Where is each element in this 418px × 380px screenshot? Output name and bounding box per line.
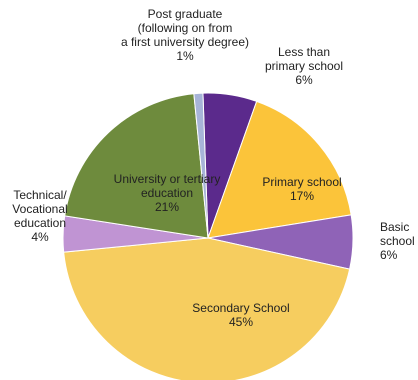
slice-label-line: 21% [155, 200, 179, 214]
slice-label-line: Technical/ [13, 188, 67, 202]
slice-label-line: University or tertiary [114, 172, 221, 186]
pie-labels: Less than primary school 6%Primary school 1… [12, 7, 414, 329]
slice-label-line: education [14, 216, 66, 230]
slice-label-line: 6% [380, 248, 398, 262]
pie-slice-post-graduate-following-on-from-a-first-university-degree [193, 92, 209, 239]
slice-label-post-graduate-following-on-from-a-first-university-degree: Post graduate (following on from a first u… [121, 7, 249, 63]
slice-label-line: Basic [380, 220, 409, 234]
pie-slice-university-or-tertiary-education [64, 93, 209, 239]
slice-label-less-than-primary-school: Less than primary school 6% [265, 45, 343, 87]
slice-label-university-or-tertiary-education: University or tertiary education 21% [114, 172, 221, 214]
slice-label-line: Primary school [262, 175, 341, 189]
slice-label-line: 4% [31, 230, 49, 244]
slice-label-line: 45% [229, 315, 253, 329]
slice-label-line: education [141, 186, 193, 200]
pie-slices [62, 92, 354, 380]
slice-label-basic-school: Basic school 6% [380, 220, 415, 262]
slice-label-line: Post graduate [148, 7, 223, 21]
slice-label-line: a first university degree) [121, 35, 249, 49]
slice-label-line: Less than [278, 45, 330, 59]
slice-label-line: (following on from [138, 21, 233, 35]
pie-slice-secondary-school [63, 237, 351, 380]
slice-label-line: 6% [295, 73, 313, 87]
slice-label-secondary-school: Secondary School 45% [192, 301, 289, 329]
pie-slice-primary-school [207, 100, 352, 239]
slice-label-technical-vocational-education: Technical/Vocational education 4% [12, 188, 67, 244]
slice-label-line: school [380, 234, 415, 248]
slice-label-primary-school: Primary school 17% [262, 175, 341, 203]
slice-label-line: Secondary School [192, 301, 289, 315]
slice-label-line: primary school [265, 59, 343, 73]
slice-label-line: 1% [176, 49, 194, 63]
slice-label-line: Vocational [12, 202, 67, 216]
slice-label-line: 17% [290, 189, 314, 203]
